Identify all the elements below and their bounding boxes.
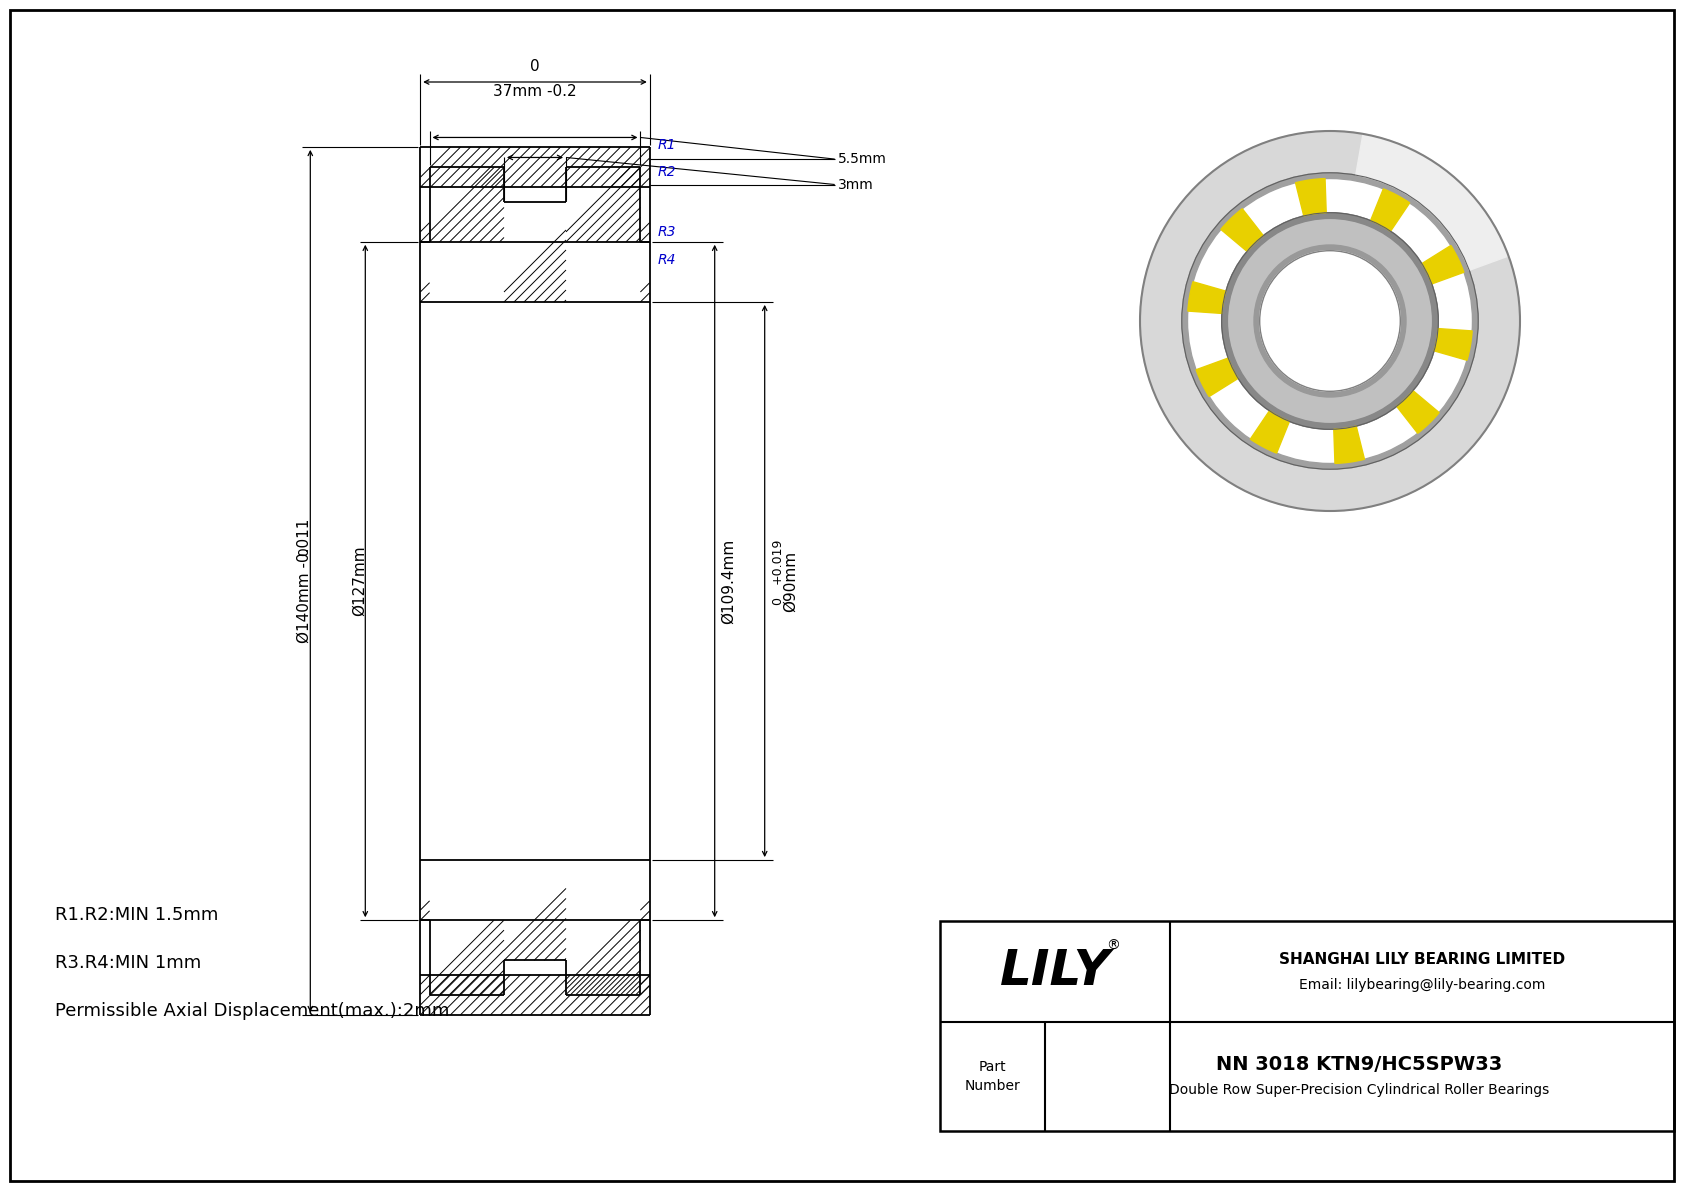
Wedge shape (1182, 173, 1479, 469)
Wedge shape (1221, 208, 1263, 251)
Text: Ø109.4mm: Ø109.4mm (721, 538, 736, 624)
Text: ®: ® (1106, 939, 1120, 953)
Text: Permissible Axial Displacement(max.):2mm: Permissible Axial Displacement(max.):2mm (56, 1002, 450, 1019)
Wedge shape (1221, 213, 1438, 429)
Wedge shape (1250, 411, 1290, 453)
Wedge shape (1140, 131, 1521, 511)
Text: R2: R2 (658, 166, 677, 180)
Text: Ø90mm: Ø90mm (783, 550, 798, 611)
Wedge shape (1435, 329, 1472, 361)
Wedge shape (1196, 358, 1238, 397)
Wedge shape (1255, 245, 1406, 397)
Text: 0: 0 (530, 60, 541, 74)
Text: Double Row Super-Precision Cylindrical Roller Bearings: Double Row Super-Precision Cylindrical R… (1169, 1084, 1549, 1097)
Text: 0: 0 (771, 597, 783, 605)
Wedge shape (1187, 282, 1226, 313)
Text: Ø140mm -0.011: Ø140mm -0.011 (296, 519, 312, 643)
Circle shape (1260, 250, 1401, 392)
Wedge shape (1356, 133, 1509, 270)
Wedge shape (1334, 426, 1364, 463)
Text: R3.R4:MIN 1mm: R3.R4:MIN 1mm (56, 954, 202, 972)
Text: LILY: LILY (1000, 947, 1110, 996)
Text: R1.R2:MIN 1.5mm: R1.R2:MIN 1.5mm (56, 906, 219, 924)
Text: Ø127mm: Ø127mm (352, 545, 367, 616)
Text: Email: lilybearing@lily-bearing.com: Email: lilybearing@lily-bearing.com (1298, 978, 1546, 992)
Wedge shape (1396, 391, 1440, 434)
Wedge shape (1221, 213, 1438, 429)
Wedge shape (1295, 179, 1327, 216)
Wedge shape (1421, 245, 1463, 283)
Bar (940, 921, 1674, 1131)
Text: Part
Number: Part Number (965, 1060, 1021, 1093)
Wedge shape (1371, 189, 1410, 231)
Text: R4: R4 (658, 252, 677, 267)
Text: 0: 0 (298, 547, 312, 556)
Text: SHANGHAI LILY BEARING LIMITED: SHANGHAI LILY BEARING LIMITED (1278, 952, 1564, 967)
Text: +0.019: +0.019 (771, 538, 783, 585)
Text: 5.5mm: 5.5mm (837, 152, 886, 166)
Circle shape (1140, 131, 1521, 511)
Text: 3mm: 3mm (837, 177, 874, 192)
Text: 37mm -0.2: 37mm -0.2 (493, 85, 578, 99)
Text: NN 3018 KTN9/HC5SPW33: NN 3018 KTN9/HC5SPW33 (1216, 1055, 1502, 1074)
Text: R1: R1 (658, 138, 677, 152)
Text: R3: R3 (658, 225, 677, 239)
